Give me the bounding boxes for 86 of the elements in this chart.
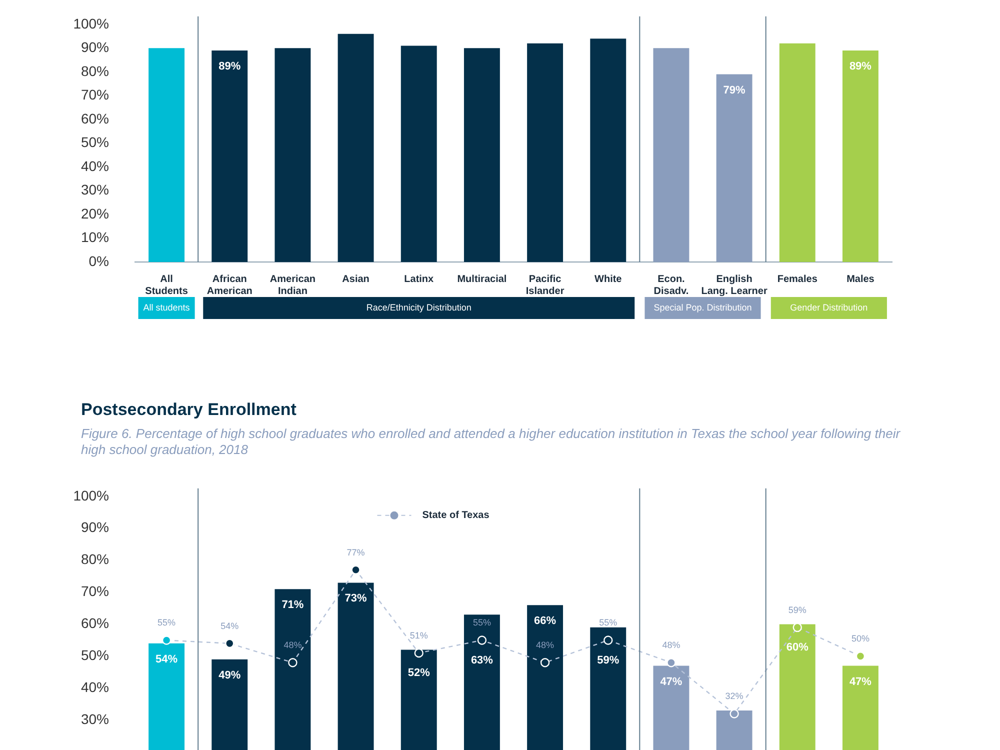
data-label: 54%	[156, 653, 178, 666]
point	[792, 622, 802, 632]
y-tick-label: 60%	[80, 615, 109, 632]
y-tick-label: 30%	[80, 182, 109, 198]
data-label: 77%	[346, 547, 365, 558]
x-tick-label: African American	[206, 274, 252, 297]
y-tick-label: 80%	[80, 62, 109, 79]
data-label: 50%	[851, 634, 870, 644]
text: Special Pop. Distribution	[654, 302, 752, 312]
data-label: 32%	[725, 691, 744, 702]
data-label: 66%	[534, 615, 556, 628]
point	[225, 638, 234, 648]
data-label: 52%	[408, 667, 430, 680]
x-tick-label: All Students	[145, 274, 188, 297]
y-tick-label: 70%	[80, 86, 109, 103]
point	[856, 652, 866, 661]
y-tick-label: 40%	[80, 158, 109, 174]
bar	[274, 48, 311, 262]
point	[666, 658, 676, 668]
x-tick-label: White	[594, 274, 622, 285]
y-tick-label: 70%	[80, 583, 109, 600]
bar	[527, 43, 564, 262]
legend-label: State of Texas	[422, 510, 490, 522]
data-label: 54%	[220, 620, 239, 631]
data-label: 49%	[218, 669, 241, 682]
data-label: 48%	[662, 640, 680, 650]
data-label: 55%	[158, 618, 176, 628]
bar	[590, 38, 626, 262]
y-tick-label: 100%	[73, 15, 109, 32]
text: Gender Distribution	[790, 302, 868, 312]
data-label: 48%	[284, 640, 302, 650]
point	[604, 636, 613, 645]
bar	[400, 46, 437, 262]
data-label: 73%	[344, 592, 368, 605]
data-label: 55%	[599, 618, 618, 628]
bar	[464, 48, 500, 262]
x-tick-label: Asian	[342, 274, 370, 285]
point	[477, 636, 487, 645]
data-label: 89%	[849, 60, 872, 73]
point	[288, 658, 298, 668]
point	[162, 636, 172, 645]
point	[730, 709, 739, 718]
x-tick-label: Females	[777, 274, 818, 285]
x-tick-label: Males	[846, 274, 875, 285]
y-tick-label: 80%	[80, 551, 109, 568]
data-label: 60%	[786, 641, 809, 654]
y-tick-label: 40%	[80, 679, 109, 696]
data-label: 63%	[470, 654, 494, 666]
chart-title: Postsecondary Enrollment	[81, 400, 296, 420]
data-label: 59%	[788, 604, 806, 615]
y-tick-label: 0%	[88, 252, 109, 269]
x-tick-label: American Indian	[270, 274, 316, 297]
data-label: 47%	[849, 676, 872, 688]
data-label: 55%	[472, 618, 491, 628]
y-tick-label: 50%	[80, 134, 109, 150]
point	[351, 565, 360, 575]
point	[540, 658, 550, 668]
point	[414, 648, 424, 658]
text: Race/Ethnicity Distribution	[366, 302, 472, 312]
x-tick-label: Pacific Islander	[526, 274, 564, 297]
y-tick-label: 10%	[80, 229, 109, 246]
bar	[338, 34, 374, 262]
bar	[842, 50, 878, 262]
x-tick-label: English Lang. Learner	[701, 274, 768, 297]
data-label: 71%	[282, 599, 304, 612]
y-tick-label: 30%	[80, 710, 109, 727]
x-tick-label: Econ. Disadv.	[654, 274, 689, 297]
data-label: 79%	[723, 84, 746, 96]
bar	[212, 50, 248, 262]
y-tick-label: 20%	[80, 205, 109, 222]
data-label: 51%	[410, 630, 428, 640]
data-label: 59%	[597, 654, 620, 666]
bar	[779, 43, 816, 262]
x-tick-label: Latinx	[404, 274, 434, 285]
y-tick-label: 50%	[80, 647, 109, 664]
text: All students	[143, 302, 190, 312]
x-tick-label: Multiracial	[457, 274, 507, 285]
bar	[148, 48, 185, 262]
y-tick-label: 100%	[73, 487, 109, 504]
y-tick-label: 60%	[80, 110, 109, 126]
chart-subtitle: Figure 6. Percentage of high school graduates who enrolled and attended a higher education institution in Texas the school year following their high school graduation, 2018	[81, 426, 902, 458]
data-label: 89%	[218, 60, 241, 73]
y-tick-label: 90%	[80, 39, 109, 56]
data-label: 48%	[536, 640, 554, 650]
data-label: 47%	[660, 676, 682, 688]
y-tick-label: 90%	[80, 519, 109, 536]
